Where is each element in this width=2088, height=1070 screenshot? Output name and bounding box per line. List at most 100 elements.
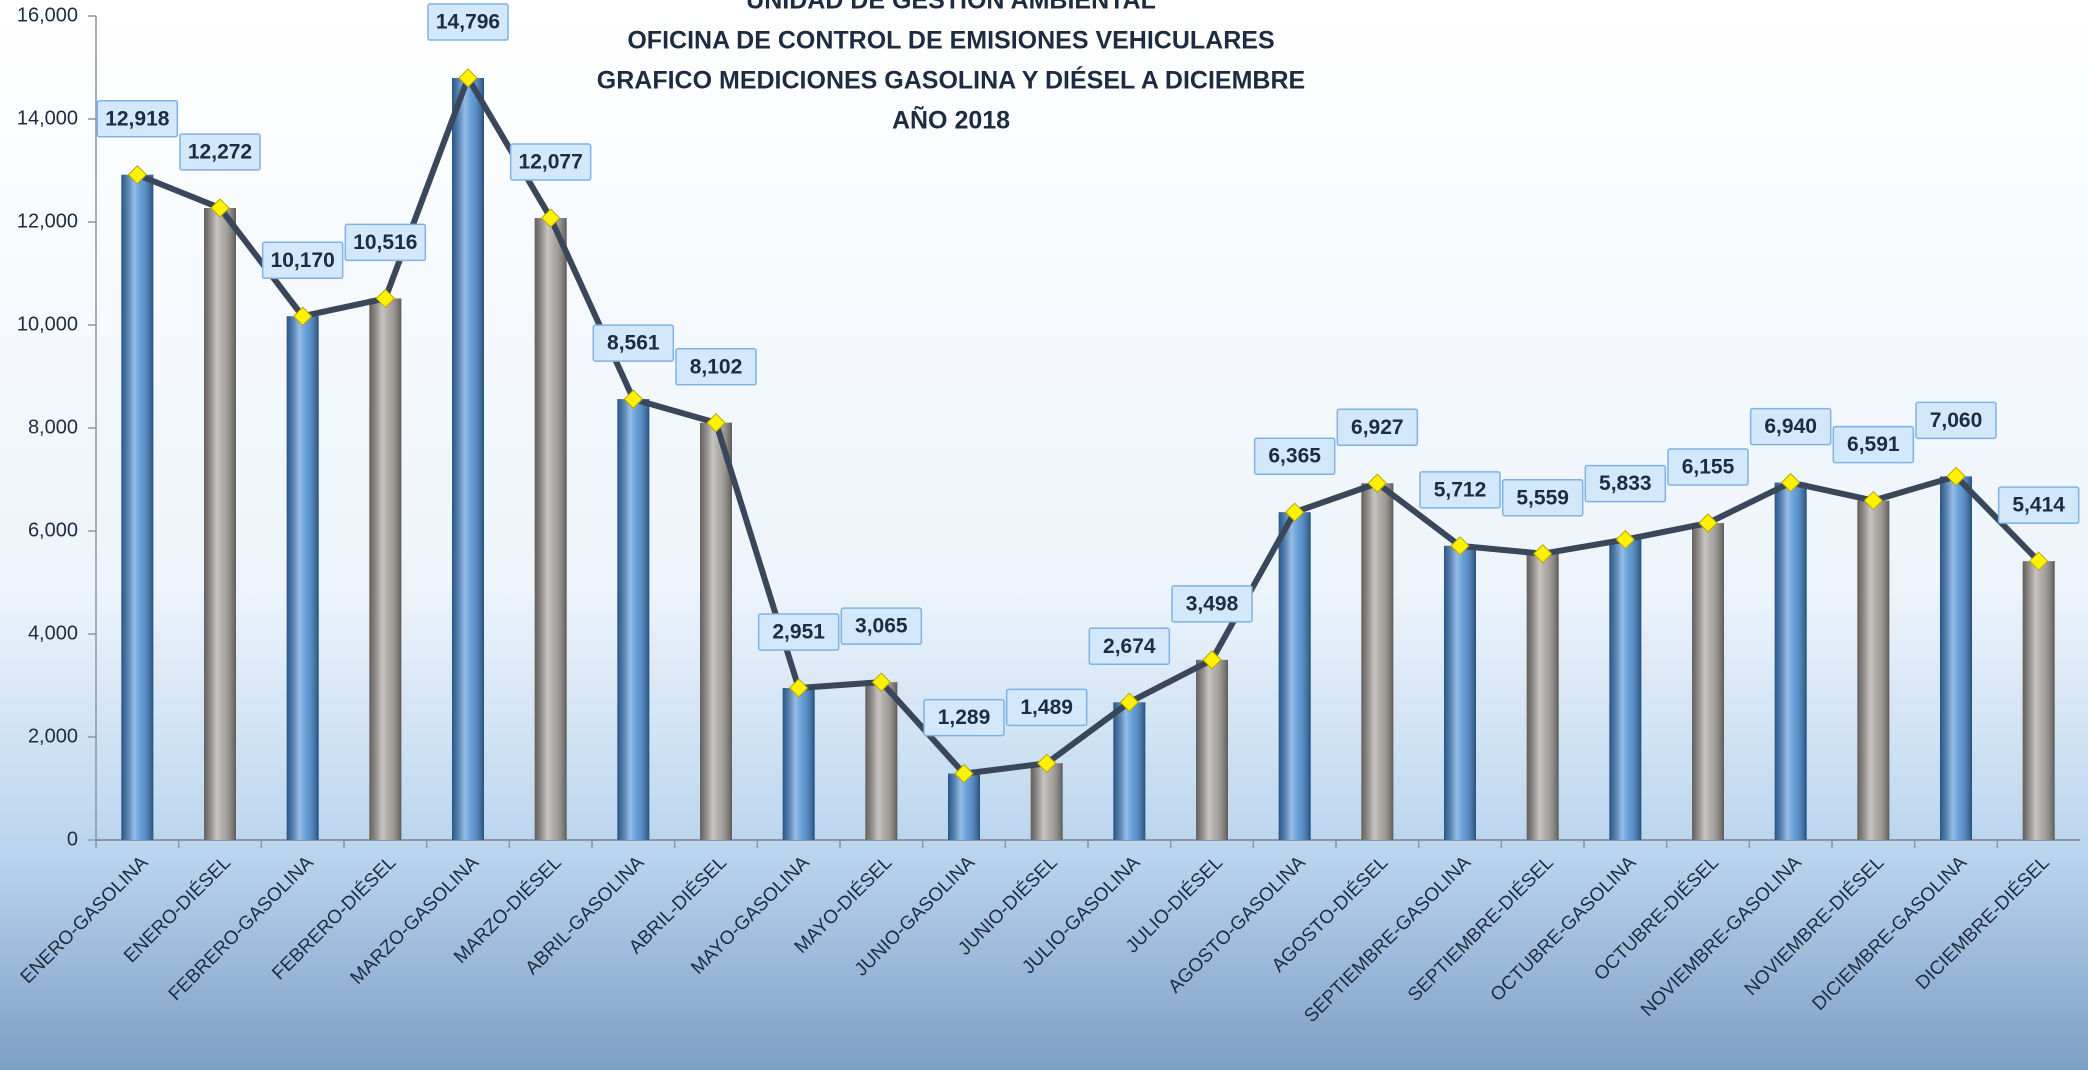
value-label-box [427, 3, 509, 41]
bar-shine [948, 773, 980, 840]
value-label: 10,170 [271, 249, 335, 272]
marker [375, 288, 396, 309]
value-label-box [840, 607, 923, 645]
chart-title: AÑO 2018 [892, 105, 1010, 135]
bar-shine [452, 78, 484, 841]
marker [458, 68, 478, 88]
bar-shine [1113, 702, 1146, 840]
value-label: 5,414 [2012, 494, 2065, 517]
value-label: 10,516 [353, 231, 417, 254]
value-label-box [1336, 408, 1419, 447]
value-label-box [1915, 401, 1997, 440]
marker [1615, 529, 1636, 550]
marker [706, 413, 726, 433]
marker [1036, 753, 1057, 774]
marker [1367, 473, 1388, 493]
y-tick-label: 16,000 [17, 4, 78, 26]
bar-shine [865, 682, 898, 840]
value-label: 1,289 [938, 706, 991, 729]
marker [1946, 466, 1966, 487]
bar-shine [1526, 553, 1559, 840]
value-label: 7,060 [1930, 409, 1983, 432]
bar-shine [700, 422, 732, 840]
value-label-box [923, 698, 1005, 737]
marker [1863, 490, 1884, 511]
value-label-box [509, 143, 592, 181]
marker [871, 672, 892, 692]
line [136, 75, 2041, 777]
value-label-box [1005, 688, 1088, 727]
value-label: 6,927 [1351, 416, 1404, 439]
bar-shine [617, 399, 650, 840]
bar-shine [1361, 483, 1394, 840]
value-label: 6,155 [1682, 456, 1735, 479]
value-label-box [1501, 478, 1584, 517]
bar-shine [782, 688, 815, 840]
bar-shine [1444, 545, 1476, 840]
value-label-box [757, 613, 840, 651]
marker [1202, 650, 1222, 670]
bar-shine [1609, 539, 1642, 840]
value-label-box [1832, 425, 1915, 464]
bar-shine [2022, 561, 2055, 840]
value-label-box [1749, 407, 1832, 446]
value-label-box [344, 223, 427, 262]
value-label: 3,498 [1186, 592, 1239, 615]
chart-title: UNIDAD DE GESTIÓN AMBIENTAL [746, 0, 1156, 15]
value-label: 12,077 [519, 151, 583, 174]
value-label: 14,796 [436, 11, 500, 34]
bar-shine [534, 218, 567, 841]
value-label-box [261, 241, 344, 279]
value-label-box [179, 133, 261, 171]
y-tick-label: 8,000 [28, 416, 78, 438]
value-label: 8,561 [607, 332, 660, 355]
value-label-box [1419, 471, 1501, 509]
value-label-box [1088, 627, 1171, 666]
bar-shine [204, 207, 236, 840]
value-label-box [1667, 448, 1749, 486]
value-label: 5,833 [1599, 472, 1652, 495]
y-tick-label: 6,000 [28, 519, 78, 541]
value-label: 5,712 [1434, 478, 1487, 501]
y-tick-label: 0 [67, 828, 78, 850]
value-label: 2,674 [1103, 635, 1156, 658]
bar-shine [1857, 500, 1890, 840]
y-tick-label: 2,000 [28, 725, 78, 747]
y-tick-label: 10,000 [17, 313, 78, 335]
marker [540, 208, 561, 228]
bar-shine [286, 316, 319, 840]
marker [210, 198, 230, 218]
marker [1450, 536, 1470, 556]
value-label: 6,591 [1847, 433, 1900, 456]
value-label: 6,940 [1764, 415, 1817, 438]
value-label: 8,102 [690, 355, 743, 378]
value-label: 5,559 [1516, 486, 1569, 509]
marker [1119, 692, 1140, 712]
value-label: 6,365 [1268, 445, 1321, 468]
value-label-box [675, 347, 757, 386]
value-label-box [1997, 486, 2080, 524]
y-tick-label: 12,000 [17, 210, 78, 232]
marker [623, 389, 644, 409]
marker [127, 165, 148, 185]
bar-shine [1692, 523, 1724, 840]
bar-shine [1940, 476, 1972, 840]
value-label-box [1584, 464, 1667, 503]
value-label-box [1171, 585, 1253, 623]
marker [1532, 544, 1553, 564]
bar-shine [1030, 763, 1063, 840]
value-label-box [592, 324, 675, 362]
y-tick-label: 4,000 [28, 622, 78, 644]
chart-title: OFICINA DE CONTROL DE EMISIONES VEHICULA… [627, 27, 1274, 55]
y-tick-label: 14,000 [17, 107, 78, 129]
bar-shine [1278, 512, 1311, 840]
marker [292, 306, 313, 326]
value-label-box [1253, 437, 1336, 475]
marker [2028, 551, 2049, 571]
marker [1284, 502, 1305, 522]
value-label: 12,272 [188, 141, 252, 164]
value-label-box [96, 99, 179, 138]
